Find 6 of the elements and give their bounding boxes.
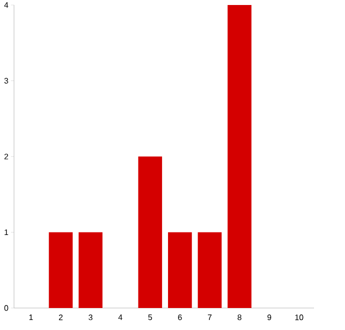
bar <box>48 232 73 308</box>
bar <box>198 232 222 308</box>
bar <box>168 232 192 308</box>
bar <box>78 232 102 308</box>
bar <box>138 156 162 308</box>
bar <box>228 5 252 308</box>
